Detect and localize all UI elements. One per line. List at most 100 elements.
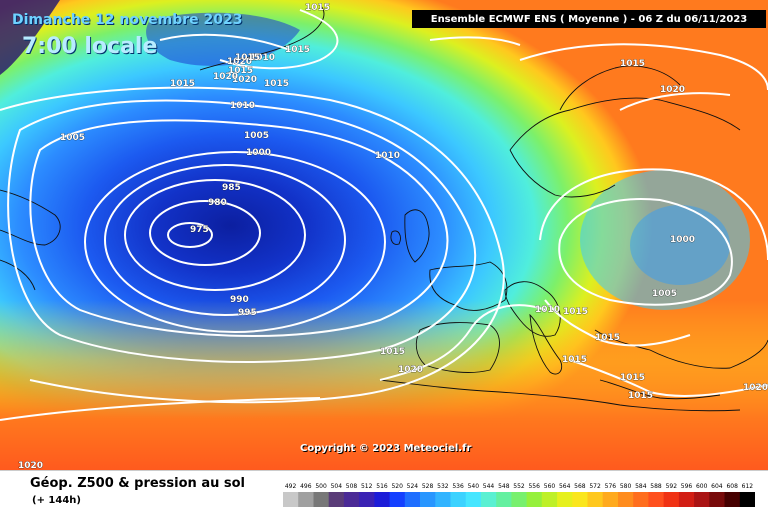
legend-swatch: [678, 492, 695, 507]
legend-swatch: [511, 492, 528, 507]
legend-swatch: [480, 492, 497, 507]
legend-value: 600: [696, 483, 708, 490]
isobar-label: 1020: [232, 75, 257, 85]
legend-value: 580: [620, 483, 632, 490]
legend-value: 548: [498, 483, 510, 490]
isobar-label: 1015: [628, 391, 653, 401]
legend-value: 608: [726, 483, 738, 490]
isobar-label: 1005: [60, 133, 85, 143]
isobar-label: 985: [222, 183, 241, 193]
legend-swatch: [450, 492, 467, 507]
isobar-label: 1020: [213, 72, 238, 82]
legend-value: 588: [650, 483, 662, 490]
isobar-label: 1015: [285, 45, 310, 55]
legend-swatch: [602, 492, 619, 507]
legend-value: 528: [422, 483, 434, 490]
legend-value: 516: [376, 483, 388, 490]
isobar-label: 1020: [743, 383, 768, 393]
legend-value: 572: [589, 483, 601, 490]
legend-value: 592: [666, 483, 678, 490]
legend-swatch: [435, 492, 451, 507]
legend-swatch: [389, 492, 406, 507]
legend-swatch: [283, 492, 299, 507]
legend-value: 604: [711, 483, 723, 490]
legend-value: 536: [452, 483, 464, 490]
legend-value: 560: [544, 483, 556, 490]
isobar-label: 1010: [250, 53, 275, 63]
isobar-label: 980: [208, 198, 227, 208]
isobar-label: 1000: [670, 235, 695, 245]
legend-value: 540: [468, 483, 480, 490]
legend-swatch: [298, 492, 314, 507]
legend-swatch: [526, 492, 543, 507]
legend-value: 524: [407, 483, 419, 490]
isobar-label: 1015: [170, 79, 195, 89]
isobar-label: 1015: [305, 3, 330, 13]
isobar-label: 995: [238, 308, 257, 318]
weather-map: 1015 1010 1015 1020 1015 1020 1015 1015 …: [0, 0, 768, 470]
legend-swatch: [633, 492, 649, 507]
isobar-label: 1015: [264, 79, 289, 89]
legend-swatch: [663, 492, 680, 507]
copyright-text: Copyright © 2023 Meteociel.fr: [300, 443, 472, 454]
forecast-time: 7:00 locale: [22, 34, 158, 59]
isobar-label: 1015: [380, 347, 405, 357]
legend-swatch: [694, 492, 710, 507]
legend-value: 512: [361, 483, 373, 490]
legend-swatch: [739, 492, 755, 507]
legend-value: 596: [681, 483, 693, 490]
legend-swatch: [313, 492, 330, 507]
legend-value: 584: [635, 483, 647, 490]
legend-value: 496: [300, 483, 312, 490]
legend-value: 552: [513, 483, 525, 490]
legend-value: 612: [742, 483, 754, 490]
legend-swatch: [557, 492, 573, 507]
legend-swatch: [359, 492, 375, 507]
map-subtitle: (+ 144h): [32, 495, 81, 506]
isobar-label: 1010: [535, 305, 560, 315]
legend-value: 576: [605, 483, 617, 490]
legend-value: 544: [483, 483, 495, 490]
legend-value: 504: [331, 483, 343, 490]
forecast-date: Dimanche 12 novembre 2023: [12, 12, 243, 28]
legend-value: 556: [528, 483, 540, 490]
legend-swatch: [709, 492, 725, 507]
isobar-label: 1020: [660, 85, 685, 95]
legend-swatch: [587, 492, 604, 507]
isobar-label: 975: [190, 225, 209, 235]
legend-value: 532: [437, 483, 449, 490]
model-banner: Ensemble ECMWF ENS ( Moyenne ) - 06 Z du…: [412, 10, 766, 28]
legend-value: 500: [315, 483, 327, 490]
isobar-label: 1015: [235, 53, 260, 63]
legend-swatch: [465, 492, 482, 507]
isobars: [0, 9, 768, 421]
coastlines: [0, 4, 768, 412]
legend-value: 520: [391, 483, 403, 490]
isobar-label: 1010: [375, 151, 400, 161]
legend-swatch: [328, 492, 345, 507]
isobar-label: 1015: [595, 333, 620, 343]
legend-value: 508: [346, 483, 358, 490]
isobar-label: 1000: [246, 148, 271, 158]
legend-swatch: [420, 492, 436, 507]
color-scale-legend: 492 496 500 504 508 512 516 520 524 528 532 536 540 5…: [283, 483, 755, 507]
legend-swatch: [648, 492, 665, 507]
legend-swatch: [572, 492, 588, 507]
isobar-label: 1010: [230, 101, 255, 111]
isobar-label: 1015: [620, 59, 645, 69]
isobar-label: 990: [230, 295, 249, 305]
isobar-labels: 1015 1010 1015 1020 1015 1020 1015 1015 …: [18, 3, 768, 470]
isobar-label: 1020: [398, 365, 423, 375]
isobar-label: 1005: [652, 289, 677, 299]
isobar-label: 1015: [228, 66, 253, 76]
legend-swatch: [374, 492, 391, 507]
isobar-label: 1015: [562, 355, 587, 365]
isobar-label: 1015: [563, 307, 588, 317]
map-title: Géop. Z500 & pression au sol: [30, 476, 245, 491]
isobar-label: 1020: [227, 57, 252, 67]
legend-swatch: [404, 492, 421, 507]
isobar-label: 1020: [18, 461, 43, 470]
legend-swatch: [343, 492, 360, 507]
legend-swatch: [496, 492, 512, 507]
